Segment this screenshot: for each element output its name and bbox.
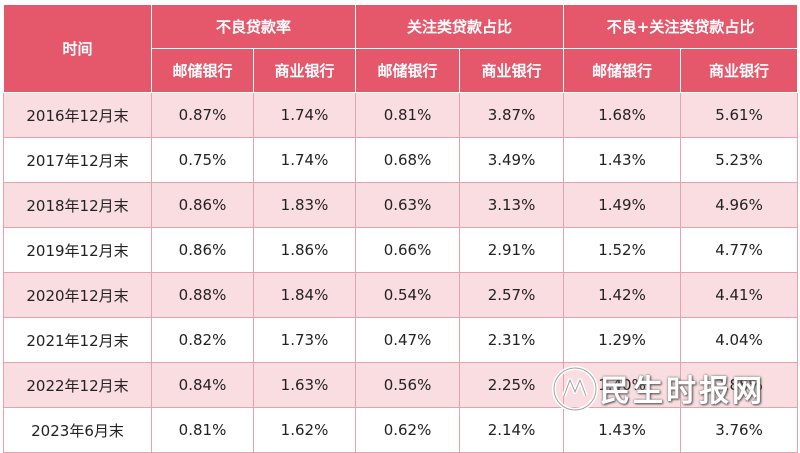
sub-header-psbc: 邮储银行	[151, 48, 254, 93]
value-cell: 1.73%	[252, 317, 357, 363]
value-cell: 0.75%	[151, 137, 254, 183]
row-date-cell: 2016年12月末	[3, 92, 152, 138]
value-cell: 0.86%	[151, 182, 254, 228]
header-row-groups: 时间 不良贷款率 关注类贷款占比 不良+关注类贷款占比	[3, 4, 799, 93]
sub-header-commercial-banks: 商业银行	[252, 48, 357, 93]
value-cell: 0.81%	[355, 92, 461, 138]
value-cell: 0.84%	[151, 362, 254, 408]
value-cell: 0.87%	[151, 92, 254, 138]
value-cell: 4.77%	[680, 227, 799, 273]
value-cell: 0.66%	[355, 227, 461, 273]
value-cell: 2.25%	[459, 362, 565, 408]
value-cell: 0.47%	[355, 317, 461, 363]
value-cell: 0.82%	[151, 317, 254, 363]
row-date-cell: 2021年12月末	[3, 317, 152, 363]
table-row: 2021年12月末 0.82% 1.73% 0.47% 2.31% 1.29% 4.04%	[3, 317, 799, 363]
loan-ratio-table: 时间 不良贷款率 关注类贷款占比 不良+关注类贷款占比 邮储银行 商业银行 邮储…	[3, 4, 799, 453]
value-cell: 3.88%	[680, 362, 799, 408]
value-cell: 3.76%	[680, 407, 799, 453]
value-cell: 1.40%	[563, 362, 682, 408]
value-cell: 4.41%	[680, 272, 799, 318]
value-cell: 3.87%	[459, 92, 565, 138]
value-cell: 0.54%	[355, 272, 461, 318]
sub-header-psbc: 邮储银行	[563, 48, 682, 93]
row-date-cell: 2017年12月末	[3, 137, 152, 183]
value-cell: 1.43%	[563, 137, 682, 183]
header-row-banks: 邮储银行 商业银行 邮储银行 商业银行 邮储银行 商业银行	[4, 48, 799, 93]
value-cell: 1.68%	[563, 92, 682, 138]
value-cell: 4.96%	[680, 182, 799, 228]
group-header-npl-plus-special-mention-ratio: 不良+关注类贷款占比	[563, 4, 799, 49]
value-cell: 0.56%	[355, 362, 461, 408]
value-cell: 2.91%	[459, 227, 565, 273]
value-cell: 0.81%	[151, 407, 254, 453]
table-row: 2020年12月末 0.88% 1.84% 0.54% 2.57% 1.42% 4.41%	[3, 272, 799, 318]
table-row: 2016年12月末 0.87% 1.74% 0.81% 3.87% 1.68% 5.61%	[3, 92, 799, 138]
value-cell: 3.49%	[459, 137, 565, 183]
value-cell: 1.42%	[563, 272, 682, 318]
row-date-cell: 2023年6月末	[3, 407, 152, 453]
table-row: 2017年12月末 0.75% 1.74% 0.68% 3.49% 1.43% 5.23%	[3, 137, 799, 183]
value-cell: 1.74%	[252, 92, 357, 138]
group-header-npl-ratio: 不良贷款率	[150, 4, 357, 49]
value-cell: 0.88%	[151, 272, 254, 318]
value-cell: 0.63%	[355, 182, 461, 228]
value-cell: 1.62%	[252, 407, 357, 453]
table-row: 2018年12月末 0.86% 1.83% 0.63% 3.13% 1.49% 4.96%	[3, 182, 799, 228]
value-cell: 1.29%	[563, 317, 682, 363]
value-cell: 2.31%	[459, 317, 565, 363]
value-cell: 1.74%	[252, 137, 357, 183]
row-date-cell: 2018年12月末	[3, 182, 152, 228]
table-row: 2023年6月末 0.81% 1.62% 0.62% 2.14% 1.43% 3.76%	[3, 407, 799, 453]
value-cell: 1.84%	[252, 272, 357, 318]
sub-header-commercial-banks: 商业银行	[680, 48, 799, 93]
row-date-cell: 2019年12月末	[3, 227, 152, 273]
time-header: 时间	[3, 4, 152, 93]
row-date-cell: 2022年12月末	[3, 362, 152, 408]
value-cell: 0.68%	[355, 137, 461, 183]
sub-header-commercial-banks: 商业银行	[459, 48, 565, 93]
sub-header-psbc: 邮储银行	[355, 48, 461, 93]
value-cell: 0.86%	[151, 227, 254, 273]
value-cell: 4.04%	[680, 317, 799, 363]
table-row: 2022年12月末 0.84% 1.63% 0.56% 2.25% 1.40% 3.88%	[3, 362, 799, 408]
table-row: 2019年12月末 0.86% 1.86% 0.66% 2.91% 1.52% 4.77%	[3, 227, 799, 273]
value-cell: 3.13%	[459, 182, 565, 228]
value-cell: 1.63%	[252, 362, 357, 408]
value-cell: 5.23%	[680, 137, 799, 183]
value-cell: 1.49%	[563, 182, 682, 228]
value-cell: 0.62%	[355, 407, 461, 453]
table-body: 2016年12月末 0.87% 1.74% 0.81% 3.87% 1.68% 5.61% 2…	[3, 92, 799, 453]
row-date-cell: 2020年12月末	[3, 272, 152, 318]
value-cell: 1.86%	[252, 227, 357, 273]
value-cell: 2.14%	[459, 407, 565, 453]
value-cell: 1.83%	[252, 182, 357, 228]
group-header-special-mention-ratio: 关注类贷款占比	[355, 4, 565, 49]
value-cell: 1.43%	[563, 407, 682, 453]
value-cell: 5.61%	[680, 92, 799, 138]
value-cell: 1.52%	[563, 227, 682, 273]
value-cell: 2.57%	[459, 272, 565, 318]
